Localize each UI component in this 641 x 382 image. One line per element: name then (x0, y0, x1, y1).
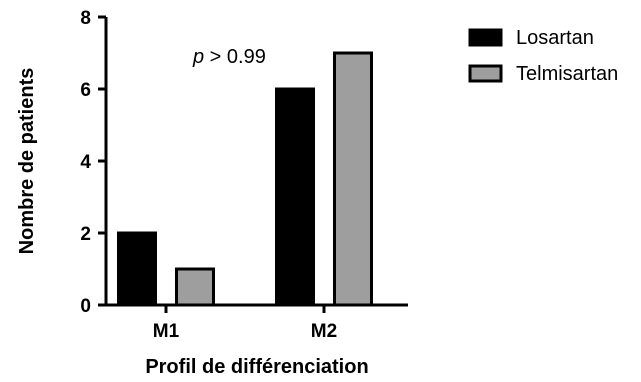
y-tick-label: 8 (80, 8, 91, 29)
x-tick-label: M1 (153, 321, 180, 342)
y-ticks-group: 0 2 4 6 8 (80, 8, 106, 317)
legend-label-losartan: Losartan (516, 27, 594, 49)
y-tick-label: 4 (80, 152, 91, 173)
legend: Losartan Telmisartan (468, 27, 618, 85)
bar-losartan-m2 (275, 87, 315, 307)
y-tick-label: 6 (80, 80, 91, 101)
y-tick-label: 0 (80, 296, 91, 317)
bar-telmisartan-m1 (175, 267, 215, 307)
bar-telmisartan-m2 (333, 51, 373, 307)
legend-swatch-telmisartan (468, 64, 503, 83)
legend-label-telmisartan: Telmisartan (516, 63, 618, 85)
y-tick-label: 2 (80, 224, 91, 245)
bars-group (117, 51, 373, 307)
x-axis-title: Profil de différenciation (145, 356, 368, 378)
x-ticks-group: M1 M2 (153, 305, 337, 342)
p-value-symbol: p (192, 46, 204, 68)
y-axis-title: Nombre de patients (16, 68, 38, 255)
p-value-annotation: p > 0.99 (192, 46, 266, 68)
x-tick-label: M2 (311, 321, 337, 342)
bar-losartan-m1 (117, 231, 157, 307)
legend-swatch-losartan (468, 28, 503, 47)
p-value-text: > 0.99 (204, 46, 266, 68)
